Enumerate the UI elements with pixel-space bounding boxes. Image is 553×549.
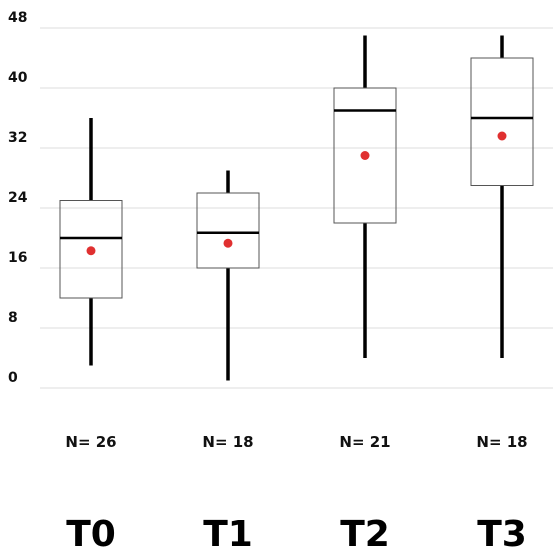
iqr-box	[196, 192, 260, 269]
iqr-box	[59, 200, 123, 299]
iqr-box	[333, 87, 397, 224]
y-tick-label: 0	[8, 370, 18, 386]
n-label: N= 26	[65, 433, 116, 451]
category-label: T3	[477, 514, 527, 549]
box-group-t1	[196, 170, 260, 381]
y-tick-label: 24	[8, 190, 28, 206]
n-label: N= 18	[476, 433, 527, 451]
gridlines	[40, 27, 553, 389]
y-tick-label: 32	[8, 130, 27, 146]
y-axis-ticks: 0 8 16 24 32 40 48	[8, 10, 28, 386]
box-group-t3	[470, 35, 534, 358]
category-label: T2	[340, 514, 390, 549]
mean-marker	[223, 238, 233, 248]
n-labels: N= 26 N= 18 N= 21 N= 18	[65, 433, 527, 451]
iqr-box	[470, 57, 534, 186]
mean-marker	[86, 246, 96, 256]
box-group-t0	[59, 118, 123, 366]
y-tick-label: 16	[8, 250, 27, 266]
y-tick-label: 8	[8, 310, 18, 326]
n-label: N= 18	[202, 433, 253, 451]
category-label: T0	[66, 514, 116, 549]
box-group-t2	[333, 35, 397, 358]
mean-marker	[497, 131, 507, 141]
category-label: T1	[203, 514, 253, 549]
boxes	[59, 35, 534, 381]
category-labels: T0 T1 T2 T3	[66, 514, 527, 549]
y-tick-label: 48	[8, 10, 27, 26]
y-tick-label: 40	[8, 70, 28, 86]
mean-marker	[360, 151, 370, 160]
n-label: N= 21	[339, 433, 390, 451]
